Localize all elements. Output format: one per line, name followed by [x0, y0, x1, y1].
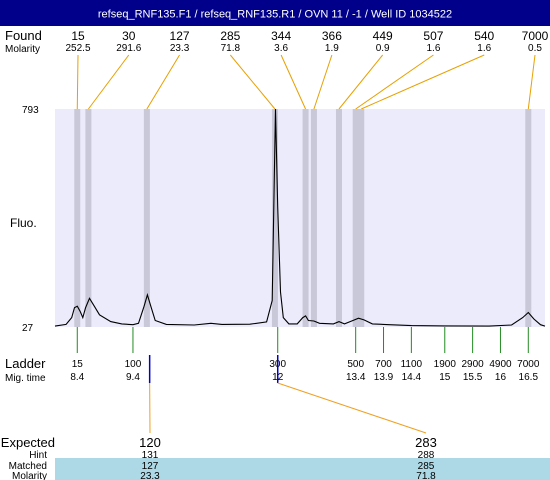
ladder-time-label: 14.4	[402, 372, 422, 383]
found-peak-molarity: 252.5	[65, 43, 90, 54]
expected-label: Expected	[1, 435, 55, 450]
found-peak-molarity: 1.6	[477, 43, 491, 54]
found-peak-connector	[313, 54, 333, 110]
found-peak-molarity: 3.6	[274, 43, 288, 54]
matched-size: 285	[418, 461, 435, 472]
found-peak-connector	[280, 54, 307, 110]
ladder-size-label: 1100	[401, 359, 423, 370]
mig-time-label: Mig. time	[5, 373, 46, 384]
found-peak-molarity: 0.5	[528, 43, 542, 54]
ladder-size-label: 4900	[489, 359, 512, 370]
found-peak-connector	[361, 54, 485, 110]
ladder-time-label: 16	[495, 372, 507, 383]
found-peak-size: 366	[322, 29, 342, 43]
hint-label: Hint	[29, 450, 47, 461]
found-peak-molarity: 71.8	[221, 43, 241, 54]
ladder-time-label: 13.9	[374, 372, 394, 383]
ladder-size-label: 1900	[434, 359, 457, 370]
found-peak-size: 30	[122, 29, 136, 43]
expected-size: 120	[139, 435, 161, 450]
molarity-label: Molarity	[5, 44, 40, 55]
found-peak-size: 127	[170, 29, 190, 43]
found-peak-molarity: 1.6	[426, 43, 440, 54]
ladder-size-label: 15	[72, 359, 84, 370]
matched-label: Matched	[9, 461, 47, 472]
found-label: Found	[5, 28, 42, 43]
found-peak-connector	[527, 54, 536, 110]
found-peak-molarity: 0.9	[376, 43, 390, 54]
found-peak-size: 7000	[522, 29, 549, 43]
plot-area	[55, 109, 545, 327]
ladder-label: Ladder	[5, 356, 46, 371]
ladder-time-label: 9.4	[126, 372, 140, 383]
found-peak-size: 15	[71, 29, 85, 43]
y-tick-label: 793	[22, 105, 39, 116]
ladder-size-label: 7000	[517, 359, 540, 370]
ladder-size-label: 100	[125, 359, 142, 370]
found-peak-size: 285	[220, 29, 240, 43]
found-peak-molarity: 23.3	[170, 43, 190, 54]
found-peak-connector	[146, 54, 180, 110]
found-peak-molarity: 1.9	[325, 43, 339, 54]
found-peak-connector	[338, 54, 384, 110]
matched-row-highlight	[55, 458, 550, 480]
found-peak-size: 344	[271, 29, 291, 43]
ladder-size-label: 2900	[461, 359, 484, 370]
found-peak-size: 507	[423, 29, 443, 43]
found-peak-connector	[88, 54, 130, 110]
ladder-size-label: 500	[347, 359, 364, 370]
found-peak-connector	[229, 54, 276, 110]
found-peak-molarity: 291.6	[116, 43, 141, 54]
expected-size: 283	[415, 435, 437, 450]
ladder-size-label: 700	[375, 359, 392, 370]
hint-size: 131	[142, 450, 159, 461]
chart-title: refseq_RNF135.F1 / refseq_RNF135.R1 / OV…	[98, 9, 452, 21]
ladder-time-label: 15	[439, 372, 451, 383]
fluo-axis-label: Fluo.	[10, 216, 37, 230]
ladder-time-label: 8.4	[70, 372, 84, 383]
matched-size: 127	[142, 461, 159, 472]
matched-molarity: 71.8	[416, 471, 436, 480]
matched-molarity: 23.3	[140, 471, 160, 480]
found-peak-size: 449	[373, 29, 393, 43]
found-peak-size: 540	[474, 29, 494, 43]
ladder-time-label: 13.4	[346, 372, 366, 383]
expected-connector	[277, 382, 427, 434]
y-tick-label: 27	[22, 323, 34, 334]
fluorescence-trace	[54, 108, 546, 327]
title-bar	[0, 0, 550, 26]
hint-size: 288	[418, 450, 435, 461]
molarity-bottom-label: Molarity	[12, 471, 47, 480]
found-peak-connector	[76, 54, 79, 110]
ladder-time-label: 16.5	[519, 372, 539, 383]
found-peak-connector	[355, 54, 434, 110]
ladder-time-label: 15.5	[463, 372, 483, 383]
